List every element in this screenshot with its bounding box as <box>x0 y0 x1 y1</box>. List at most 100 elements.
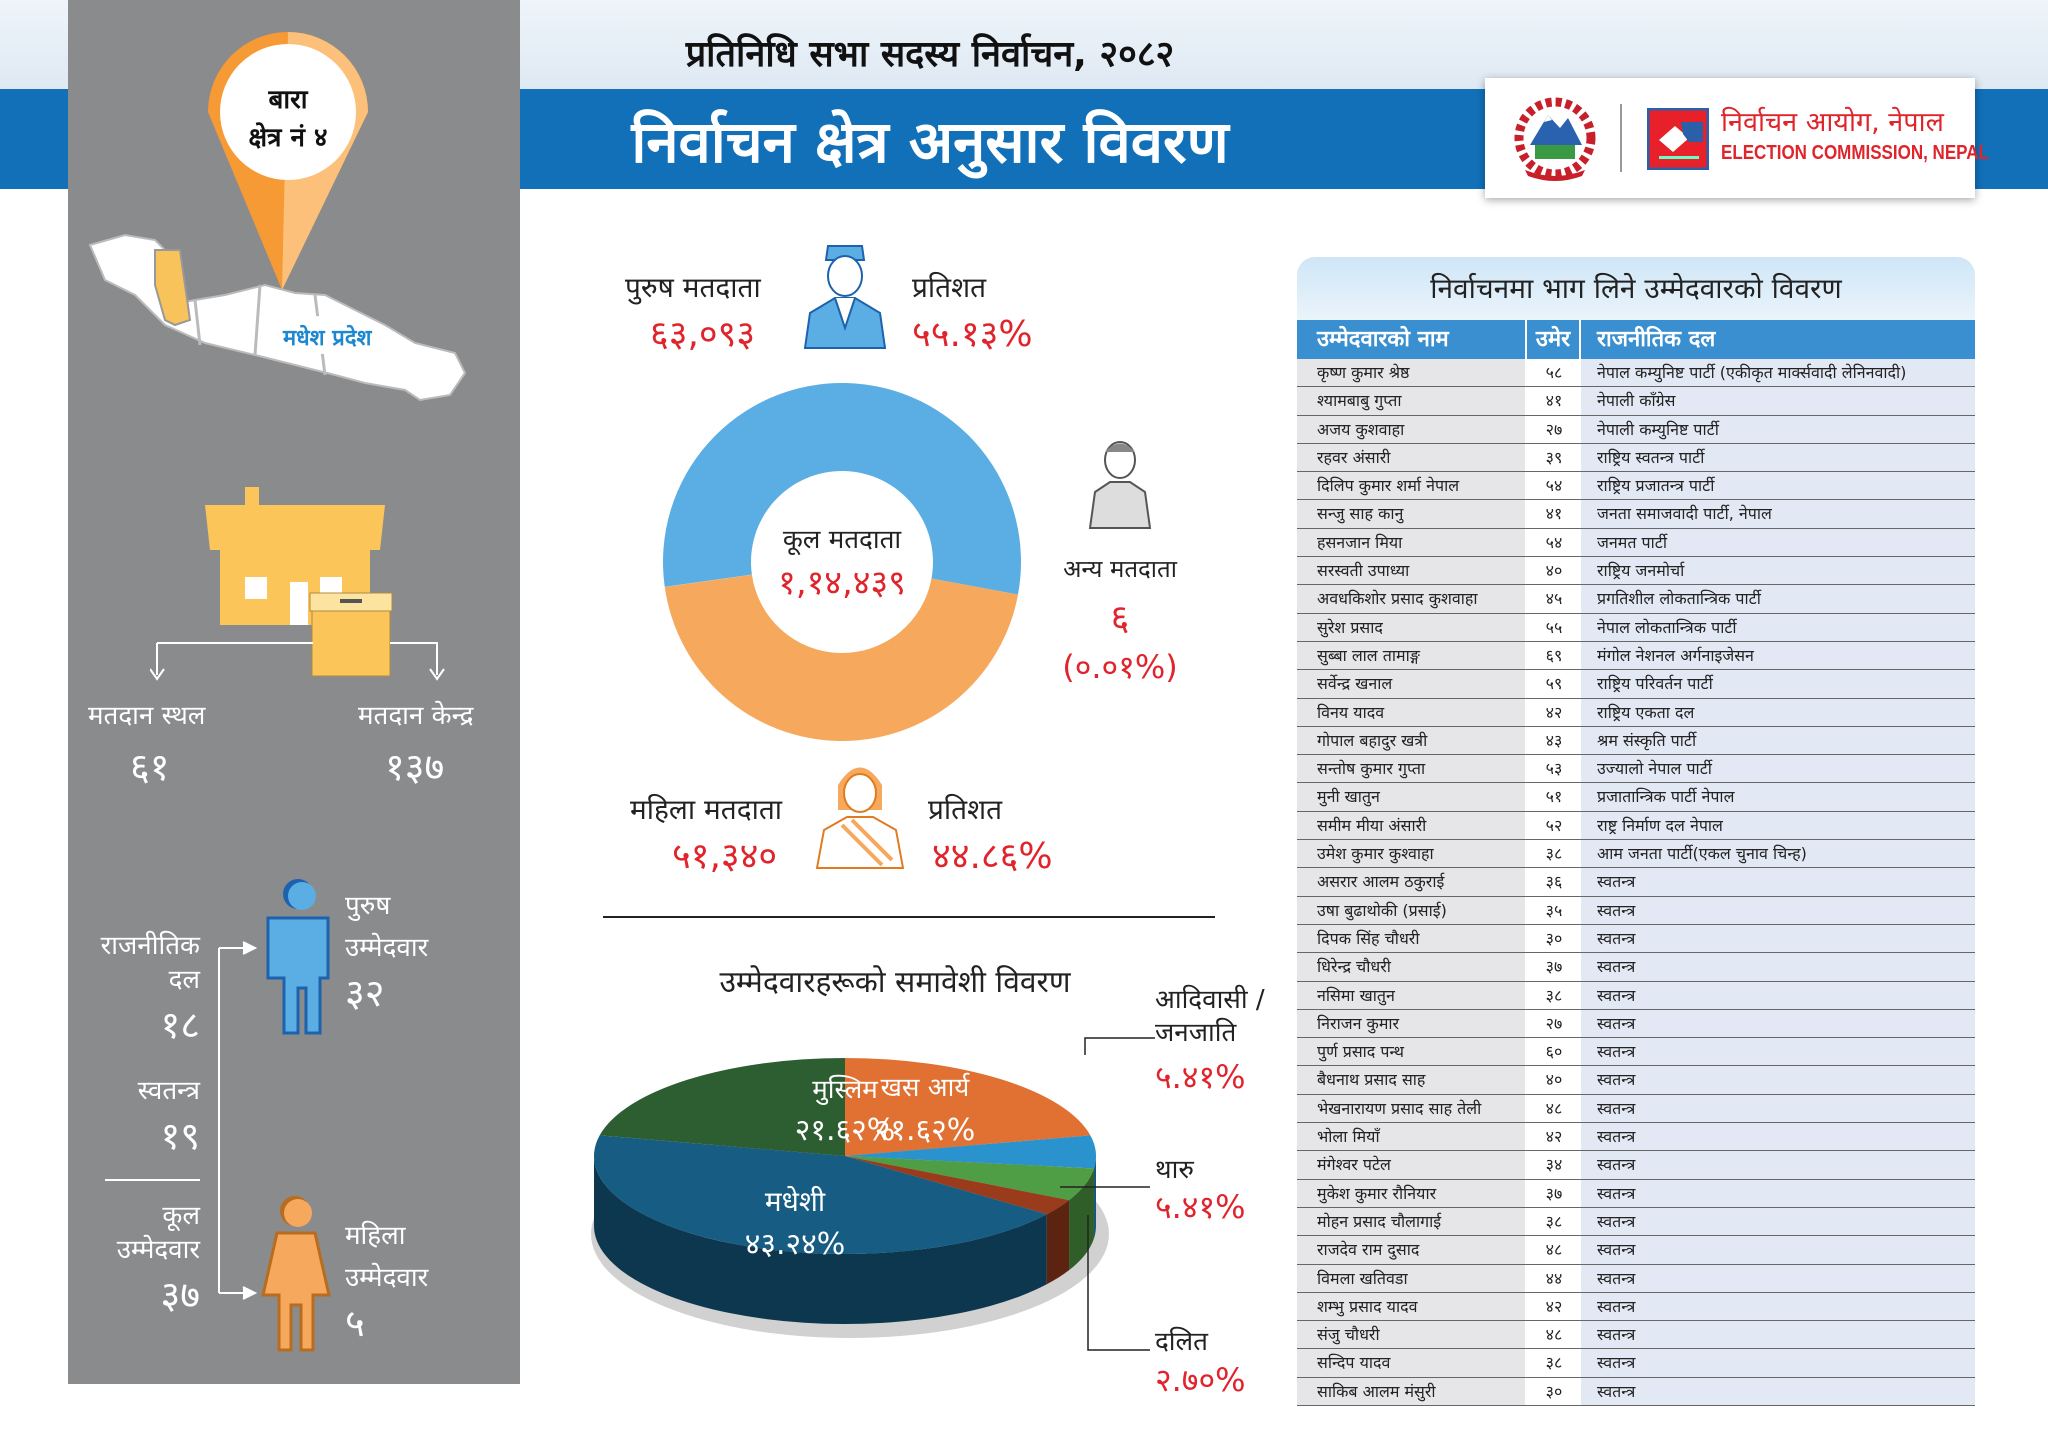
candidate-party: राष्ट्रिय स्वतन्त्र पार्टी <box>1581 443 1975 472</box>
candidate-age: ४८ <box>1525 1236 1581 1264</box>
location-pin-icon <box>208 32 368 290</box>
header-age: उमेर <box>1525 320 1581 359</box>
candidate-age: ४५ <box>1525 585 1581 613</box>
candidate-age: ५१ <box>1525 783 1581 811</box>
candidate-party: स्वतन्त्र <box>1581 1066 1975 1094</box>
candidates-table: निर्वाचनमा भाग लिने उम्मेदवारको विवरण उम… <box>1297 257 1975 1406</box>
table-row: बैधनाथ प्रसाद साह ४० स्वतन्त्र <box>1297 1066 1975 1095</box>
header-name: उम्मेदवारको नाम <box>1317 327 1449 352</box>
table-row: समीम मीया अंसारी ५२ राष्ट्र निर्माण दल नेप… <box>1297 811 1975 841</box>
pie-title: उम्मेदवारहरूको समावेशी विवरण <box>719 965 1071 1000</box>
sum-divider <box>105 1179 200 1181</box>
table-row: अजय कुशवाहा २७ नेपाली कम्युनिष्ट पार्टी <box>1297 415 1975 444</box>
voters-donut-chart <box>663 383 1021 742</box>
other-voters-label: अन्य मतदाता <box>1063 555 1177 583</box>
candidate-name: अजय कुशवाहा <box>1297 415 1525 443</box>
table-row: हसनजान मिया ५४ जनमत पार्टी <box>1297 528 1975 558</box>
candidate-name: विमला खतिवडा <box>1297 1264 1525 1292</box>
donut-slice-other <box>664 574 752 587</box>
female-pct-label: प्रतिशत <box>928 793 1003 826</box>
table-row: विमला खतिवडा ४४ स्वतन्त्र <box>1297 1264 1975 1293</box>
candidate-name: दिलिप कुमार शर्मा नेपाल <box>1297 472 1525 500</box>
male-candidate-icon <box>266 879 330 1035</box>
table-row: निराजन कुमार २७ स्वतन्त्र <box>1297 1009 1975 1039</box>
candidate-age: ४२ <box>1525 1292 1581 1321</box>
candidate-name: पुर्ण प्रसाद पन्थ <box>1297 1038 1525 1066</box>
polling-stations-value: ६१ <box>130 745 170 789</box>
table-row: भोला मियाँ ४२ स्वतन्त्र <box>1297 1123 1975 1152</box>
male-voters-pct: ५५.१३% <box>912 314 1033 355</box>
candidate-party: राष्ट्रिय जनमोर्चा <box>1581 557 1975 585</box>
table-row: सरस्वती उपाध्या ४० राष्ट्रिय जनमोर्चा <box>1297 557 1975 586</box>
candidate-age: ४१ <box>1525 387 1581 415</box>
independent-label: स्वतन्त्र <box>137 1076 200 1106</box>
candidate-name: सन्दिप यादव <box>1297 1349 1525 1377</box>
pie-label-adivasi: आदिवासी / जनजाति <box>1155 985 1265 1048</box>
table-row: अवधकिशोर प्रसाद कुशवाहा ४५ प्रगतिशील लोकता… <box>1297 585 1975 614</box>
candidate-party: जनमत पार्टी <box>1581 528 1975 557</box>
table-row: सन्जु साह कानु ४१ जनता समाजवादी पार्टी, ने… <box>1297 500 1975 529</box>
polling-centers-label: मतदान केन्द्र <box>358 701 474 731</box>
female-candidates-label-2: उम्मेदवार <box>345 1262 429 1293</box>
table-row: नसिमा खातुन ३८ स्वतन्त्र <box>1297 981 1975 1010</box>
table-row: सन्दिप यादव ३८ स्वतन्त्र <box>1297 1349 1975 1378</box>
candidate-party: स्वतन्त्र <box>1581 868 1975 896</box>
candidate-age: ५५ <box>1525 613 1581 641</box>
candidate-party: नेपाली कम्युनिष्ट पार्टी <box>1581 415 1975 443</box>
district-label: बारा <box>268 85 308 115</box>
table-row: मंगेश्वर पटेल ३४ स्वतन्त्र <box>1297 1151 1975 1180</box>
table-row: मोहन प्रसाद चौलागाई ३८ स्वतन्त्र <box>1297 1207 1975 1237</box>
candidate-age: ४१ <box>1525 500 1581 528</box>
candidate-age: ३५ <box>1525 896 1581 924</box>
candidate-party: स्वतन्त्र <box>1581 1292 1975 1321</box>
candidate-name: कृष्ण कुमार श्रेष्ठ <box>1297 359 1525 387</box>
pie-value-madhesi: ४३.२४% <box>744 1227 846 1262</box>
pie-label-muslim: मुस्लिम <box>812 1075 878 1105</box>
candidate-party: स्वतन्त्र <box>1581 1236 1975 1264</box>
other-voters-value: ६ <box>1110 598 1130 639</box>
logo-text-np: निर्वाचन आयोग, नेपाल <box>1721 107 1944 138</box>
candidate-party: राष्ट्रिय प्रजातन्त्र पार्टी <box>1581 472 1975 500</box>
party-label-2: दल <box>168 964 200 995</box>
candidate-age: ३८ <box>1525 840 1581 868</box>
male-voters-label: पुरुष मतदाता <box>625 271 761 304</box>
candidate-party: स्वतन्त्र <box>1581 981 1975 1009</box>
candidate-name: भेखनारायण प्रसाद साह तेली <box>1297 1094 1525 1123</box>
candidate-name: बैधनाथ प्रसाद साह <box>1297 1066 1525 1094</box>
candidate-age: ४२ <box>1525 698 1581 726</box>
candidate-name: निराजन कुमार <box>1297 1009 1525 1038</box>
candidate-party: स्वतन्त्र <box>1581 1349 1975 1377</box>
candidate-name: सन्तोष कुमार गुप्ता <box>1297 755 1525 783</box>
candidate-age: ६० <box>1525 1038 1581 1066</box>
candidate-party: स्वतन्त्र <box>1581 896 1975 924</box>
candidate-name: गोपाल बहादुर खत्री <box>1297 726 1525 755</box>
table-row: संजु चौधरी ४८ स्वतन्त्र <box>1297 1321 1975 1350</box>
male-voter-icon <box>803 245 887 349</box>
pie-value-adivasi: ५.४१% <box>1155 1058 1246 1096</box>
total-voters-label: कूल मतदाता <box>782 525 902 555</box>
candidate-party: प्रजातान्त्रिक पार्टी नेपाल <box>1581 783 1975 811</box>
candidate-age: ५३ <box>1525 755 1581 783</box>
candidate-age: ६९ <box>1525 641 1581 670</box>
candidate-party: स्वतन्त्र <box>1581 1179 1975 1207</box>
table-row: उमेश कुमार कुश्वाहा ३८ आम जनता पार्टी(एकल … <box>1297 840 1975 869</box>
candidate-party: स्वतन्त्र <box>1581 953 1975 981</box>
candidate-age: २७ <box>1525 1009 1581 1038</box>
candidate-age: ३० <box>1525 924 1581 953</box>
table-row: मुनी खातुन ५१ प्रजातान्त्रिक पार्टी नेपाल <box>1297 783 1975 812</box>
candidate-age: ५४ <box>1525 528 1581 557</box>
table-row: मुकेश कुमार रौनियार ३७ स्वतन्त्र <box>1297 1179 1975 1208</box>
candidate-party: स्वतन्त्र <box>1581 924 1975 953</box>
election-commission-logo: निर्वाचन आयोग, नेपाल ELECTION COMMISSION… <box>1485 78 1989 198</box>
pie-side-tharu <box>1069 1168 1094 1271</box>
candidate-age: ४० <box>1525 557 1581 585</box>
candidate-name: समीम मीया अंसारी <box>1297 811 1525 840</box>
table-row: उषा बुढाथोकी (प्रसाई) ३५ स्वतन्त्र <box>1297 896 1975 925</box>
female-voters-value: ५१,३४० <box>672 836 778 877</box>
candidate-age: ३० <box>1525 1377 1581 1405</box>
donut-slice-male <box>663 383 1021 595</box>
candidate-name: सर्वेन्द्र खनाल <box>1297 670 1525 698</box>
candidate-age: ४८ <box>1525 1321 1581 1349</box>
candidate-name: राजदेव राम दुसाद <box>1297 1236 1525 1264</box>
candidate-party: स्वतन्त्र <box>1581 1038 1975 1066</box>
